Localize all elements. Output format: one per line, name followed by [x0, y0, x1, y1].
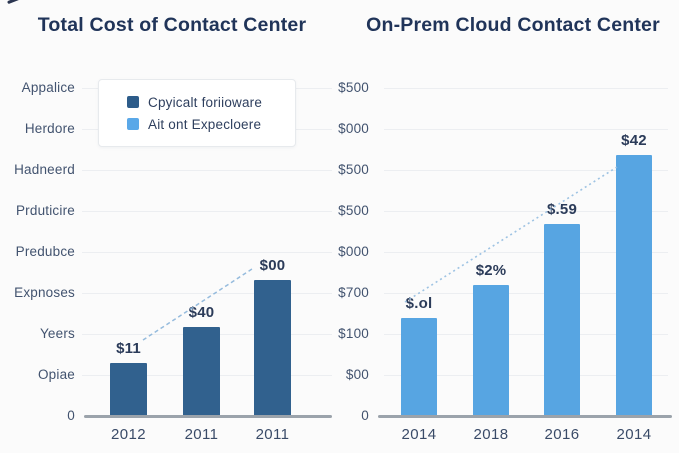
ytick-label: Predubce — [15, 244, 75, 259]
bar — [110, 363, 147, 416]
ytick-label: $100 — [338, 326, 369, 341]
ytick-label: $500 — [338, 80, 369, 95]
gridline — [82, 252, 332, 253]
bar — [544, 224, 580, 416]
xtick-label: 2011 — [255, 426, 290, 443]
bar — [254, 280, 291, 416]
bar-value-label: $42 — [621, 132, 647, 149]
bar-value-label: $2% — [475, 262, 507, 279]
gridline — [384, 129, 668, 130]
bar — [183, 327, 220, 416]
right-trend-line — [404, 166, 618, 303]
legend-label: Cpyicalt foriioware — [148, 94, 263, 110]
legend: Cpyicalt foriioware Ait ont Expecloere — [98, 79, 296, 147]
gridline — [384, 334, 668, 335]
ytick-label: $500 — [338, 203, 369, 218]
gridline — [384, 88, 668, 89]
ytick-label: 0 — [361, 408, 369, 423]
corner-artifact — [7, 0, 25, 5]
gridline — [82, 211, 332, 212]
xtick-label: 2014 — [401, 426, 437, 443]
xtick-label: 2016 — [544, 426, 580, 443]
legend-label: Ait ont Expecloere — [148, 116, 262, 132]
bar-value-label: $11 — [116, 340, 141, 357]
ytick-label: $00 — [345, 367, 369, 382]
ytick-label: $000 — [338, 244, 369, 259]
legend-item: Cpyicalt foriioware — [127, 95, 295, 110]
xtick-label: 2011 — [184, 426, 219, 443]
axis-baseline — [378, 415, 672, 418]
bar-value-label: $.59 — [547, 201, 577, 218]
legend-swatch-icon — [127, 118, 139, 130]
ytick-label: Yeers — [39, 326, 75, 341]
gridline — [384, 375, 668, 376]
gridline — [82, 293, 332, 294]
ytick-label: Appalice — [21, 80, 75, 95]
legend-swatch-icon — [127, 96, 139, 108]
ytick-label: $000 — [338, 121, 369, 136]
left-chart-title: Total Cost of Contact Center — [37, 14, 307, 36]
xtick-label: 2018 — [473, 426, 509, 443]
legend-item: Ait ont Expecloere — [127, 117, 295, 132]
xtick-label: 2012 — [111, 426, 146, 443]
bar-value-label: $40 — [188, 304, 215, 321]
bar-value-label: $.ol — [405, 295, 433, 312]
bar — [401, 318, 437, 416]
xtick-label: 2014 — [616, 426, 652, 443]
bar — [616, 155, 652, 416]
ytick-label: Prduticire — [15, 203, 75, 218]
gridline — [82, 170, 332, 171]
ytick-label: Herdore — [24, 121, 75, 136]
ytick-label: 0 — [67, 408, 75, 423]
bar — [473, 285, 509, 416]
ytick-label: $500 — [338, 162, 369, 177]
axis-baseline — [84, 415, 332, 418]
ytick-label: Opiae — [37, 367, 75, 382]
bar-value-label: $00 — [259, 257, 286, 274]
ytick-label: $700 — [338, 285, 369, 300]
ytick-label: Hadneerd — [14, 162, 75, 177]
ytick-label: Expnoses — [14, 285, 75, 300]
right-chart-title: On-Prem Cloud Contact Center — [366, 14, 660, 36]
